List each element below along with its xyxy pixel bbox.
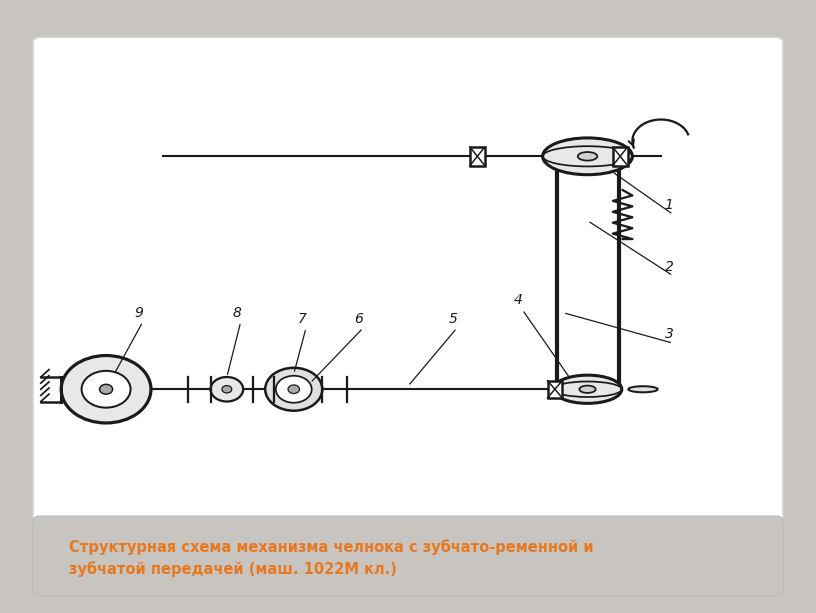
- Circle shape: [265, 368, 322, 411]
- Circle shape: [222, 386, 232, 393]
- Circle shape: [61, 356, 151, 423]
- Text: 7: 7: [298, 312, 306, 326]
- Text: 3: 3: [665, 327, 673, 341]
- Text: 8: 8: [233, 306, 241, 319]
- Text: Структурная схема механизма челнока с зубчато-ременной и: Структурная схема механизма челнока с зу…: [69, 539, 594, 555]
- Circle shape: [288, 385, 299, 394]
- Text: 9: 9: [135, 306, 143, 319]
- Text: зубчатой передачей (маш. 1022М кл.): зубчатой передачей (маш. 1022М кл.): [69, 561, 397, 577]
- Circle shape: [276, 376, 312, 403]
- Text: 1: 1: [665, 199, 673, 212]
- Bar: [470, 147, 485, 166]
- Text: 2: 2: [665, 260, 673, 273]
- Circle shape: [82, 371, 131, 408]
- FancyBboxPatch shape: [33, 37, 783, 524]
- FancyBboxPatch shape: [33, 516, 783, 596]
- Circle shape: [100, 384, 113, 394]
- Text: 4: 4: [514, 294, 522, 307]
- FancyBboxPatch shape: [4, 3, 812, 610]
- Bar: [548, 381, 562, 398]
- Ellipse shape: [578, 152, 597, 161]
- Ellipse shape: [579, 386, 596, 393]
- Text: 6: 6: [355, 312, 363, 326]
- Bar: [613, 147, 628, 166]
- Ellipse shape: [543, 138, 632, 175]
- Ellipse shape: [628, 386, 658, 392]
- Text: 5: 5: [449, 312, 457, 326]
- Circle shape: [211, 377, 243, 402]
- Ellipse shape: [553, 375, 622, 403]
